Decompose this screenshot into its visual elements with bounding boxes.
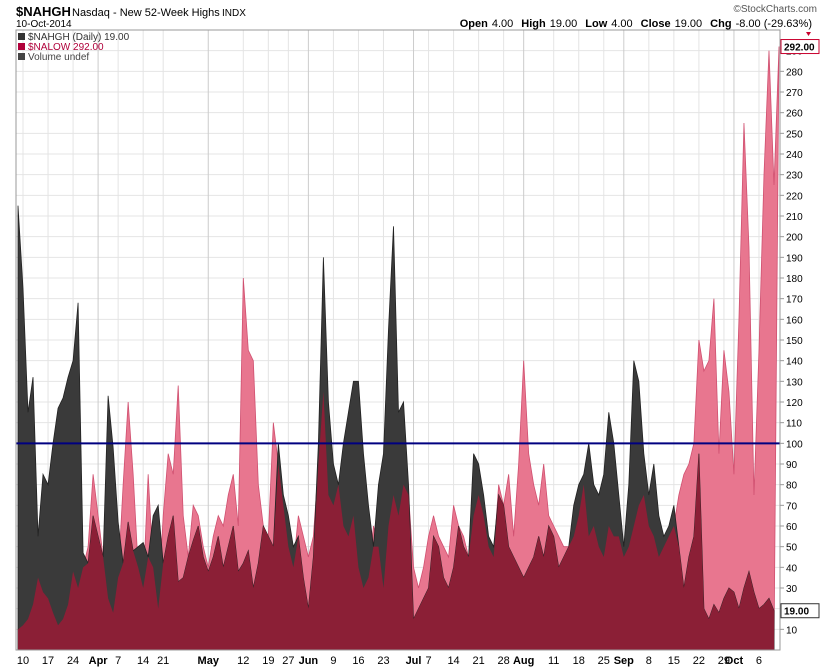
y-tick-label: 160 bbox=[786, 315, 803, 326]
legend-label: $NALOW 292.00 bbox=[28, 42, 104, 53]
ohlc-value: -8.00 (-29.63%) bbox=[736, 18, 812, 30]
x-tick-label: 27 bbox=[282, 655, 294, 667]
ohlc-value: 4.00 bbox=[492, 18, 513, 30]
y-tick-label: 170 bbox=[786, 295, 803, 306]
legend-swatch bbox=[18, 53, 25, 60]
x-tick-label: 14 bbox=[137, 655, 149, 667]
last-value-text: 19.00 bbox=[784, 607, 809, 618]
y-tick-label: 40 bbox=[786, 563, 798, 574]
ohlc-value: 19.00 bbox=[675, 18, 703, 30]
ohlc-readout: Open 4.00 High 19.00 Low 4.00 Close 19.00 Chg -8.… bbox=[460, 18, 812, 30]
down-arrow-icon bbox=[806, 32, 811, 36]
x-tick-label: Sep bbox=[614, 655, 634, 667]
y-tick-label: 70 bbox=[786, 501, 798, 512]
date: 10-Oct-2014 bbox=[16, 19, 72, 30]
x-tick-label: 9 bbox=[330, 655, 336, 667]
x-tick-label: May bbox=[198, 655, 220, 667]
x-tick-label: Aug bbox=[513, 655, 534, 667]
y-tick-label: 220 bbox=[786, 191, 803, 202]
y-tick-label: 210 bbox=[786, 212, 803, 223]
y-tick-label: 270 bbox=[786, 88, 803, 99]
y-tick-label: 190 bbox=[786, 253, 803, 264]
x-tick-label: 21 bbox=[157, 655, 169, 667]
x-tick-label: 25 bbox=[598, 655, 610, 667]
y-tick-label: 280 bbox=[786, 67, 803, 78]
x-tick-label: 29 bbox=[718, 655, 730, 667]
x-tick-label: 8 bbox=[646, 655, 652, 667]
x-tick-label: Jun bbox=[299, 655, 319, 667]
ohlc-value: 19.00 bbox=[550, 18, 578, 30]
y-tick-label: 110 bbox=[786, 419, 802, 430]
overlap-area bbox=[18, 391, 774, 650]
x-tick-label: 6 bbox=[756, 655, 762, 667]
y-tick-label: 80 bbox=[786, 481, 798, 492]
x-tick-label: 23 bbox=[377, 655, 389, 667]
x-tick-label: Jul bbox=[406, 655, 422, 667]
x-tick-label: 7 bbox=[115, 655, 121, 667]
x-axis: 10 17 24 Apr 7 14 21 May 12 19 27 Jun 9 16 23 Jul 7 14 21 2… bbox=[17, 655, 762, 667]
x-tick-label: 11 bbox=[548, 655, 559, 667]
x-tick-label: 22 bbox=[693, 655, 705, 667]
y-tick-label: 90 bbox=[786, 460, 798, 471]
y-tick-label: 240 bbox=[786, 150, 803, 161]
x-tick-label: 24 bbox=[67, 655, 79, 667]
y-tick-label: 260 bbox=[786, 109, 803, 120]
ohlc-label: Close bbox=[641, 18, 671, 30]
x-tick-label: 14 bbox=[447, 655, 459, 667]
y-tick-label: 150 bbox=[786, 336, 803, 347]
x-tick-label: 17 bbox=[42, 655, 54, 667]
ohlc-value: 4.00 bbox=[611, 18, 632, 30]
y-tick-label: 30 bbox=[786, 584, 798, 595]
legend-label: $NAHGH (Daily) 19.00 bbox=[28, 32, 130, 43]
ohlc-label: Open bbox=[460, 18, 488, 30]
last-value-text: 292.00 bbox=[784, 43, 815, 54]
last-value-label: 19.00 bbox=[780, 603, 820, 619]
x-tick-label: 19 bbox=[262, 655, 274, 667]
x-tick-label: 18 bbox=[573, 655, 585, 667]
x-tick-label: Oct bbox=[725, 655, 744, 667]
x-tick-label: Apr bbox=[89, 655, 109, 667]
y-tick-label: 60 bbox=[786, 522, 798, 533]
ohlc-label: Chg bbox=[710, 18, 731, 30]
x-tick-label: 28 bbox=[498, 655, 510, 667]
symbol: $NAHGH bbox=[16, 4, 71, 19]
y-tick-label: 250 bbox=[786, 129, 803, 140]
y-tick-label: 200 bbox=[786, 233, 803, 244]
y-tick-label: 180 bbox=[786, 274, 803, 285]
legend-swatch bbox=[18, 43, 25, 50]
x-tick-label: 21 bbox=[472, 655, 484, 667]
y-tick-label: 230 bbox=[786, 171, 803, 182]
y-tick-label: 130 bbox=[786, 377, 803, 388]
x-tick-label: 12 bbox=[237, 655, 249, 667]
security-name: Nasdaq - New 52-Week Highs bbox=[72, 7, 220, 19]
x-tick-label: 7 bbox=[425, 655, 431, 667]
brand: ©StockCharts.com bbox=[733, 4, 817, 15]
last-value-label: 292.00 bbox=[780, 39, 820, 55]
y-tick-label: 140 bbox=[786, 357, 803, 368]
last-value-box bbox=[780, 39, 820, 55]
series-layer bbox=[17, 46, 780, 651]
exchange: INDX bbox=[222, 8, 246, 19]
legend: $NAHGH (Daily) 19.00$NALOW 292.00Volume … bbox=[18, 32, 130, 63]
y-tick-label: 10 bbox=[786, 625, 798, 636]
last-value-box bbox=[780, 603, 820, 619]
x-tick-label: 16 bbox=[352, 655, 364, 667]
x-tick-label: 10 bbox=[17, 655, 29, 667]
last-value-labels: 292.00 19.00 bbox=[780, 39, 820, 619]
y-tick-label: 100 bbox=[786, 439, 803, 450]
legend-label: Volume undef bbox=[28, 52, 89, 63]
y-axis: 1020304050607080901001101201301401501601… bbox=[780, 47, 803, 636]
x-tick-label: 15 bbox=[668, 655, 680, 667]
ohlc-label: High bbox=[521, 18, 546, 30]
ohlc-label: Low bbox=[585, 18, 607, 30]
y-tick-label: 50 bbox=[786, 543, 798, 554]
y-tick-label: 120 bbox=[786, 398, 803, 409]
legend-swatch bbox=[18, 33, 25, 40]
